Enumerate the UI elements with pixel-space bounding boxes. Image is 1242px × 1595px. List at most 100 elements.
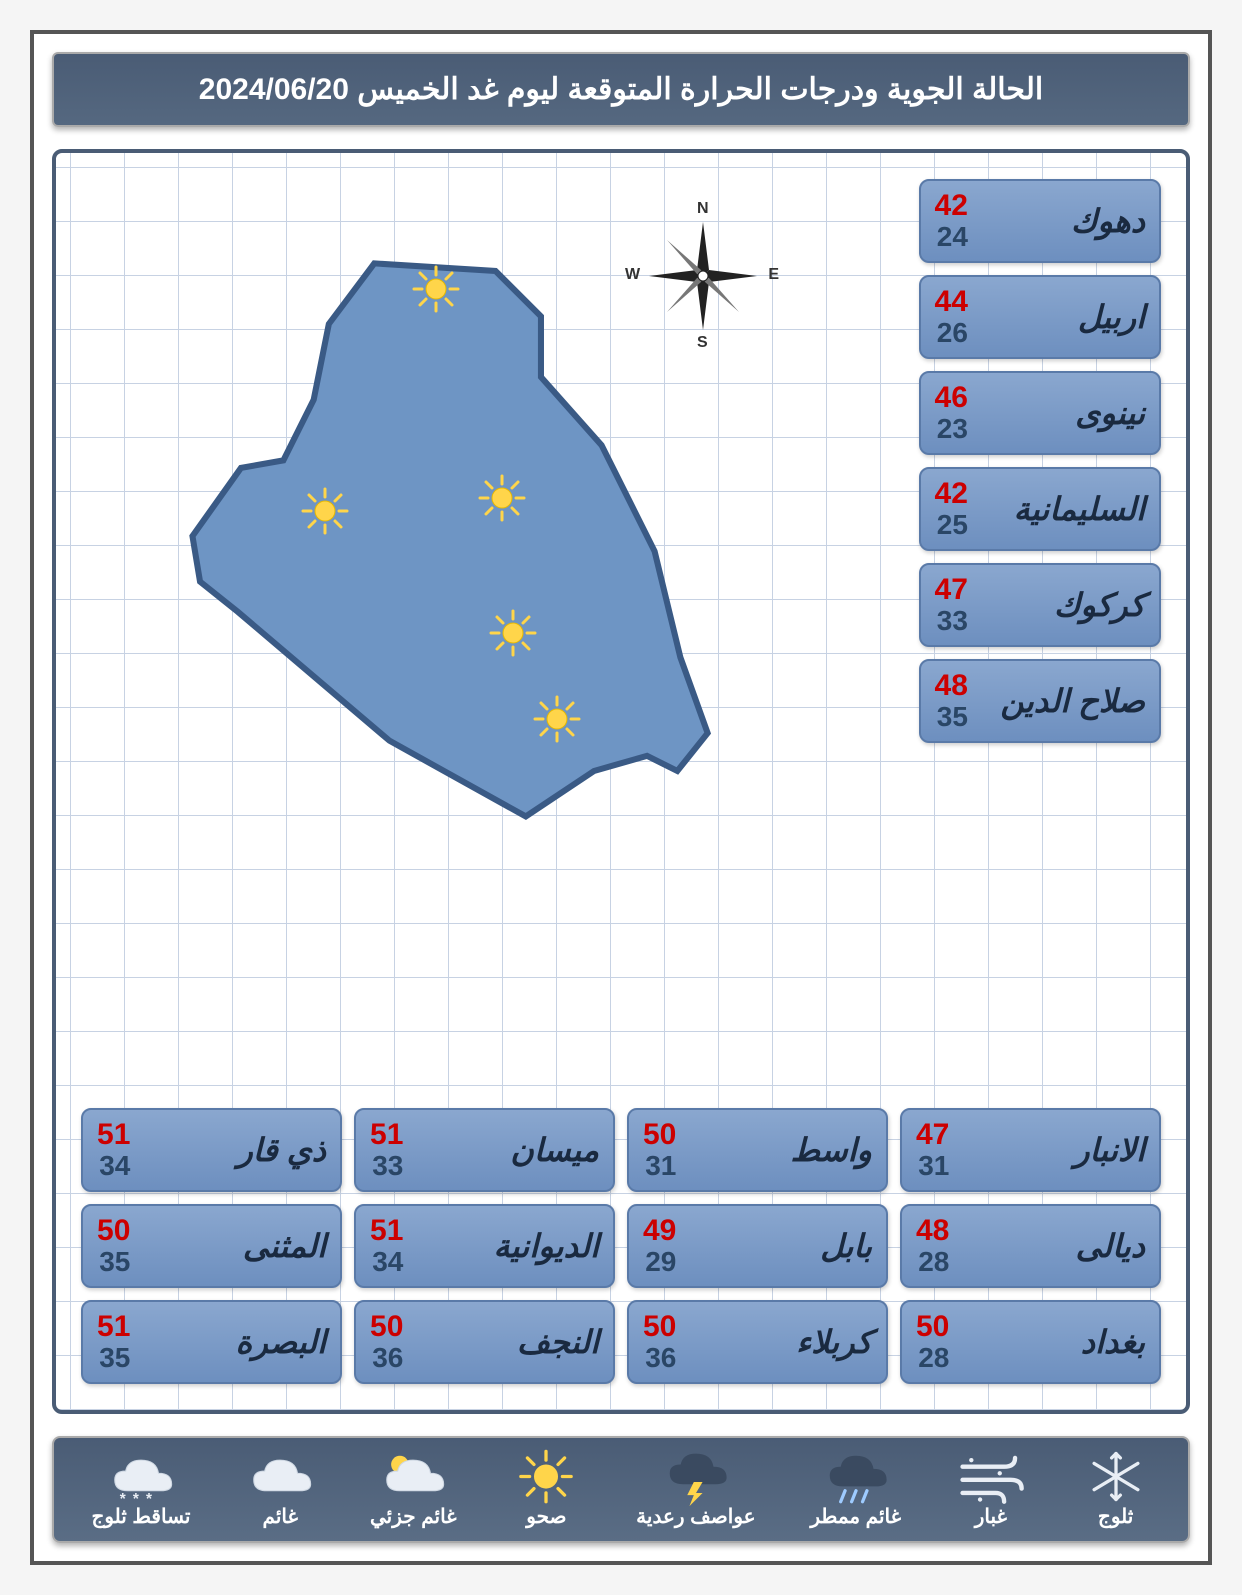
compass-rose: N S E W (643, 216, 763, 336)
city-temps: 4623 (935, 381, 968, 445)
temp-high: 42 (935, 477, 968, 510)
city-temps: 4733 (935, 573, 968, 637)
city-name: المثنى (243, 1230, 326, 1262)
city-card: كركوك 4733 (919, 563, 1161, 647)
city-temps: 5031 (643, 1118, 676, 1182)
temp-low: 29 (645, 1247, 676, 1278)
legend-label: غائم (263, 1504, 298, 1529)
title-text: الحالة الجوية ودرجات الحرارة المتوقعة لي… (199, 73, 1043, 106)
temp-high: 42 (935, 189, 968, 222)
city-name: بغداد (1081, 1326, 1145, 1358)
temp-high: 47 (935, 573, 968, 606)
legend-item-snow_fall: ***تساقط ثلوج (91, 1450, 190, 1529)
wind-icon (956, 1450, 1026, 1504)
compass-w: W (625, 266, 640, 284)
legend-item-cloudy: غائم (245, 1450, 315, 1529)
legend-bar: ***تساقط ثلوج غائم غائم جزئي صحو عواصف رعدية… (52, 1436, 1190, 1543)
map-area: N S E W دهوك4224اربيل4426نينوى4623السليم… (70, 167, 1172, 1396)
city-card: بغداد 5028 (900, 1300, 1161, 1384)
city-temps: 5134 (97, 1118, 130, 1182)
temp-high: 50 (643, 1310, 676, 1343)
city-temps: 5134 (370, 1214, 403, 1278)
legend-label: تساقط ثلوج (91, 1504, 190, 1529)
city-card: الانبار 4731 (900, 1108, 1161, 1192)
temp-low: 35 (937, 702, 968, 733)
legend-label: ثلوج (1098, 1504, 1133, 1529)
cloud-icon (245, 1450, 315, 1504)
temp-high: 50 (916, 1310, 949, 1343)
temp-low: 33 (372, 1151, 403, 1182)
city-column-right: دهوك4224اربيل4426نينوى4623السليمانية4225… (919, 179, 1161, 743)
city-card: ذي قار 5134 (81, 1108, 342, 1192)
temp-high: 51 (97, 1310, 130, 1343)
temp-high: 51 (97, 1118, 130, 1151)
compass-s: S (697, 334, 708, 352)
legend-label: غائم جزئي (370, 1504, 457, 1529)
city-temps: 5028 (916, 1310, 949, 1374)
temp-low: 33 (937, 606, 968, 637)
legend-item-snow: ثلوج (1081, 1450, 1151, 1529)
sun-icon (489, 609, 537, 657)
cloud-rain-icon (821, 1450, 891, 1504)
temp-low: 35 (99, 1247, 130, 1278)
temp-high: 51 (370, 1118, 403, 1151)
city-name: ميسان (510, 1134, 599, 1166)
city-name: ديالى (1076, 1230, 1145, 1262)
city-temps: 4225 (935, 477, 968, 541)
city-name: صلاح الدين (1000, 685, 1145, 717)
legend-label: غبار (975, 1504, 1007, 1529)
legend-item-dust: غبار (956, 1450, 1026, 1529)
city-name: كركوك (1054, 589, 1145, 621)
temp-low: 36 (645, 1343, 676, 1374)
city-card: بابل 4929 (627, 1204, 888, 1288)
temp-high: 48 (935, 669, 968, 702)
legend-label: غائم ممطر (810, 1504, 901, 1529)
sun-icon (478, 474, 526, 522)
sun-icon (301, 487, 349, 535)
temp-low: 24 (937, 222, 968, 253)
city-temps: 4731 (916, 1118, 949, 1182)
city-temps: 4224 (935, 189, 968, 253)
cloud-snow-icon: *** (106, 1450, 176, 1504)
city-card: البصرة5135 (81, 1300, 342, 1384)
temp-high: 48 (916, 1214, 949, 1247)
temp-low: 28 (918, 1247, 949, 1278)
city-name: بابل (820, 1230, 872, 1262)
city-name: الديوانية (494, 1230, 599, 1262)
legend-item-tstorm: عواصف رعدية (636, 1450, 755, 1529)
temp-high: 50 (643, 1118, 676, 1151)
city-temps: 4426 (935, 285, 968, 349)
city-name: نينوى (1075, 397, 1145, 429)
city-card: صلاح الدين 4835 (919, 659, 1161, 743)
legend-label: صحو (526, 1504, 566, 1529)
city-card: ديالى 4828 (900, 1204, 1161, 1288)
sun-icon (511, 1450, 581, 1504)
temp-low: 23 (937, 414, 968, 445)
temp-high: 51 (370, 1214, 403, 1247)
city-temps: 5133 (370, 1118, 403, 1182)
title-bar: الحالة الجوية ودرجات الحرارة المتوقعة لي… (52, 52, 1190, 127)
city-name: ذي قار (237, 1134, 326, 1166)
city-temps: 5036 (370, 1310, 403, 1374)
city-name: واسط (790, 1134, 872, 1166)
city-card: نينوى 4623 (919, 371, 1161, 455)
city-card: المثنى 5035 (81, 1204, 342, 1288)
temp-high: 49 (643, 1214, 676, 1247)
cloud-bolt-icon (661, 1450, 731, 1504)
city-temps: 5035 (97, 1214, 130, 1278)
temp-high: 50 (370, 1310, 403, 1343)
temp-low: 31 (645, 1151, 676, 1182)
weather-forecast-frame: الحالة الجوية ودرجات الحرارة المتوقعة لي… (30, 30, 1212, 1565)
city-name: النجف (517, 1326, 599, 1358)
city-temps: 5036 (643, 1310, 676, 1374)
temp-high: 47 (916, 1118, 949, 1151)
city-card: دهوك4224 (919, 179, 1161, 263)
temp-low: 35 (99, 1343, 130, 1374)
sun-icon (533, 695, 581, 743)
temp-low: 25 (937, 510, 968, 541)
city-name: الانبار (1074, 1134, 1145, 1166)
legend-item-clear: صحو (511, 1450, 581, 1529)
temp-high: 46 (935, 381, 968, 414)
compass-e: E (768, 266, 779, 284)
city-temps: 4929 (643, 1214, 676, 1278)
